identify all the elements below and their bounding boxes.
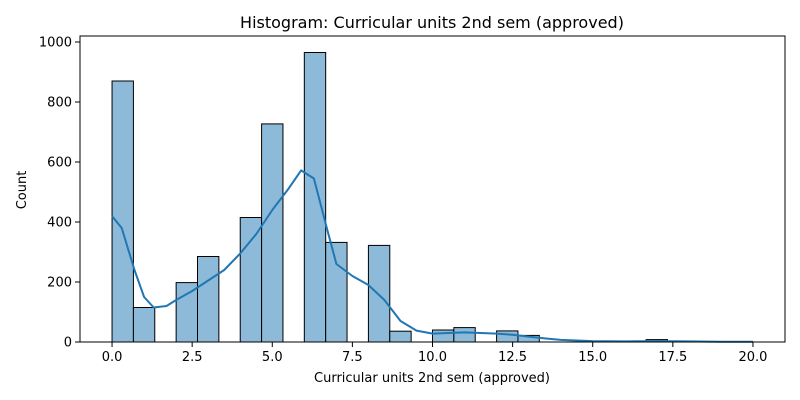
histogram-bar	[175, 282, 199, 343]
histogram-bar	[325, 241, 348, 343]
histogram-bar	[239, 217, 263, 343]
kde-line	[111, 169, 753, 343]
plot-area: 0.0 2.5 5.0 7.5 10.0 12.5 15.0 17.5 20.0 0 200 400 6…	[39, 35, 786, 365]
y-axis-title: Count	[15, 171, 30, 210]
y-tick-label: 0	[64, 336, 72, 351]
x-tick-label: 20.0	[738, 350, 767, 365]
y-tick-label: 800	[47, 96, 72, 111]
x-tick-label: 12.5	[498, 350, 527, 365]
histogram-bar	[261, 123, 284, 343]
x-tick-label: 5.0	[262, 350, 283, 365]
histogram-bar	[389, 330, 412, 343]
chart-title: Histogram: Curricular units 2nd sem (app…	[240, 13, 624, 32]
x-tick-label: 2.5	[182, 350, 203, 365]
x-tick-label: 10.0	[418, 350, 447, 365]
x-axis-title: Curricular units 2nd sem (approved)	[314, 371, 550, 386]
histogram-bar	[111, 80, 134, 343]
histogram-bar	[197, 256, 220, 343]
y-tick-label: 600	[47, 156, 72, 171]
x-tick-label: 0.0	[102, 350, 123, 365]
y-tick-label: 1000	[39, 36, 72, 51]
x-tick-label: 17.5	[658, 350, 687, 365]
histogram-bar	[132, 307, 156, 343]
histogram-bar	[496, 330, 519, 343]
histogram-bar	[453, 327, 476, 343]
x-tick-label: 7.5	[342, 350, 363, 365]
histogram-bar	[303, 52, 327, 343]
y-tick-label: 200	[47, 276, 72, 291]
x-tick-label: 15.0	[578, 350, 607, 365]
y-tick-label: 400	[47, 216, 72, 231]
histogram-bar	[432, 329, 455, 343]
